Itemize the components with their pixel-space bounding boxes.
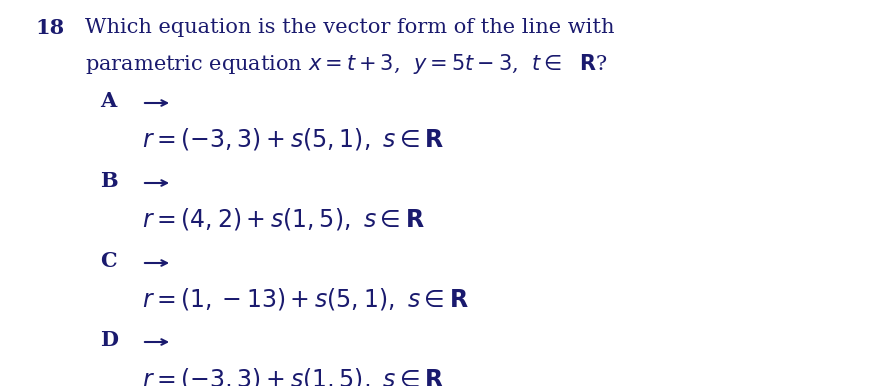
Text: parametric equation $x = t + 3$,  $y = 5t - 3$,  $t \in$  $\mathbf{R}$?: parametric equation $x = t + 3$, $y = 5t… (85, 52, 607, 76)
Text: Which equation is the vector form of the line with: Which equation is the vector form of the… (85, 18, 614, 37)
Text: 18: 18 (35, 18, 65, 38)
Text: D: D (100, 330, 118, 350)
Text: $r = \left(1, -13\right) + s\left(5, 1\right),\ s \in \mathbf{R}$: $r = \left(1, -13\right) + s\left(5, 1\r… (142, 286, 469, 312)
Text: C: C (100, 251, 117, 271)
Text: $r = \left(4, 2\right) + s\left(1, 5\right),\ s \in \mathbf{R}$: $r = \left(4, 2\right) + s\left(1, 5\rig… (142, 206, 425, 232)
Text: B: B (100, 171, 118, 191)
Text: $r = \left(-3, 3\right) + s\left(1, 5\right),\ s \in \mathbf{R}$: $r = \left(-3, 3\right) + s\left(1, 5\ri… (142, 366, 445, 386)
Text: A: A (100, 91, 117, 111)
Text: $r = \left(-3, 3\right) + s\left(5, 1\right),\ s \in \mathbf{R}$: $r = \left(-3, 3\right) + s\left(5, 1\ri… (142, 126, 445, 152)
